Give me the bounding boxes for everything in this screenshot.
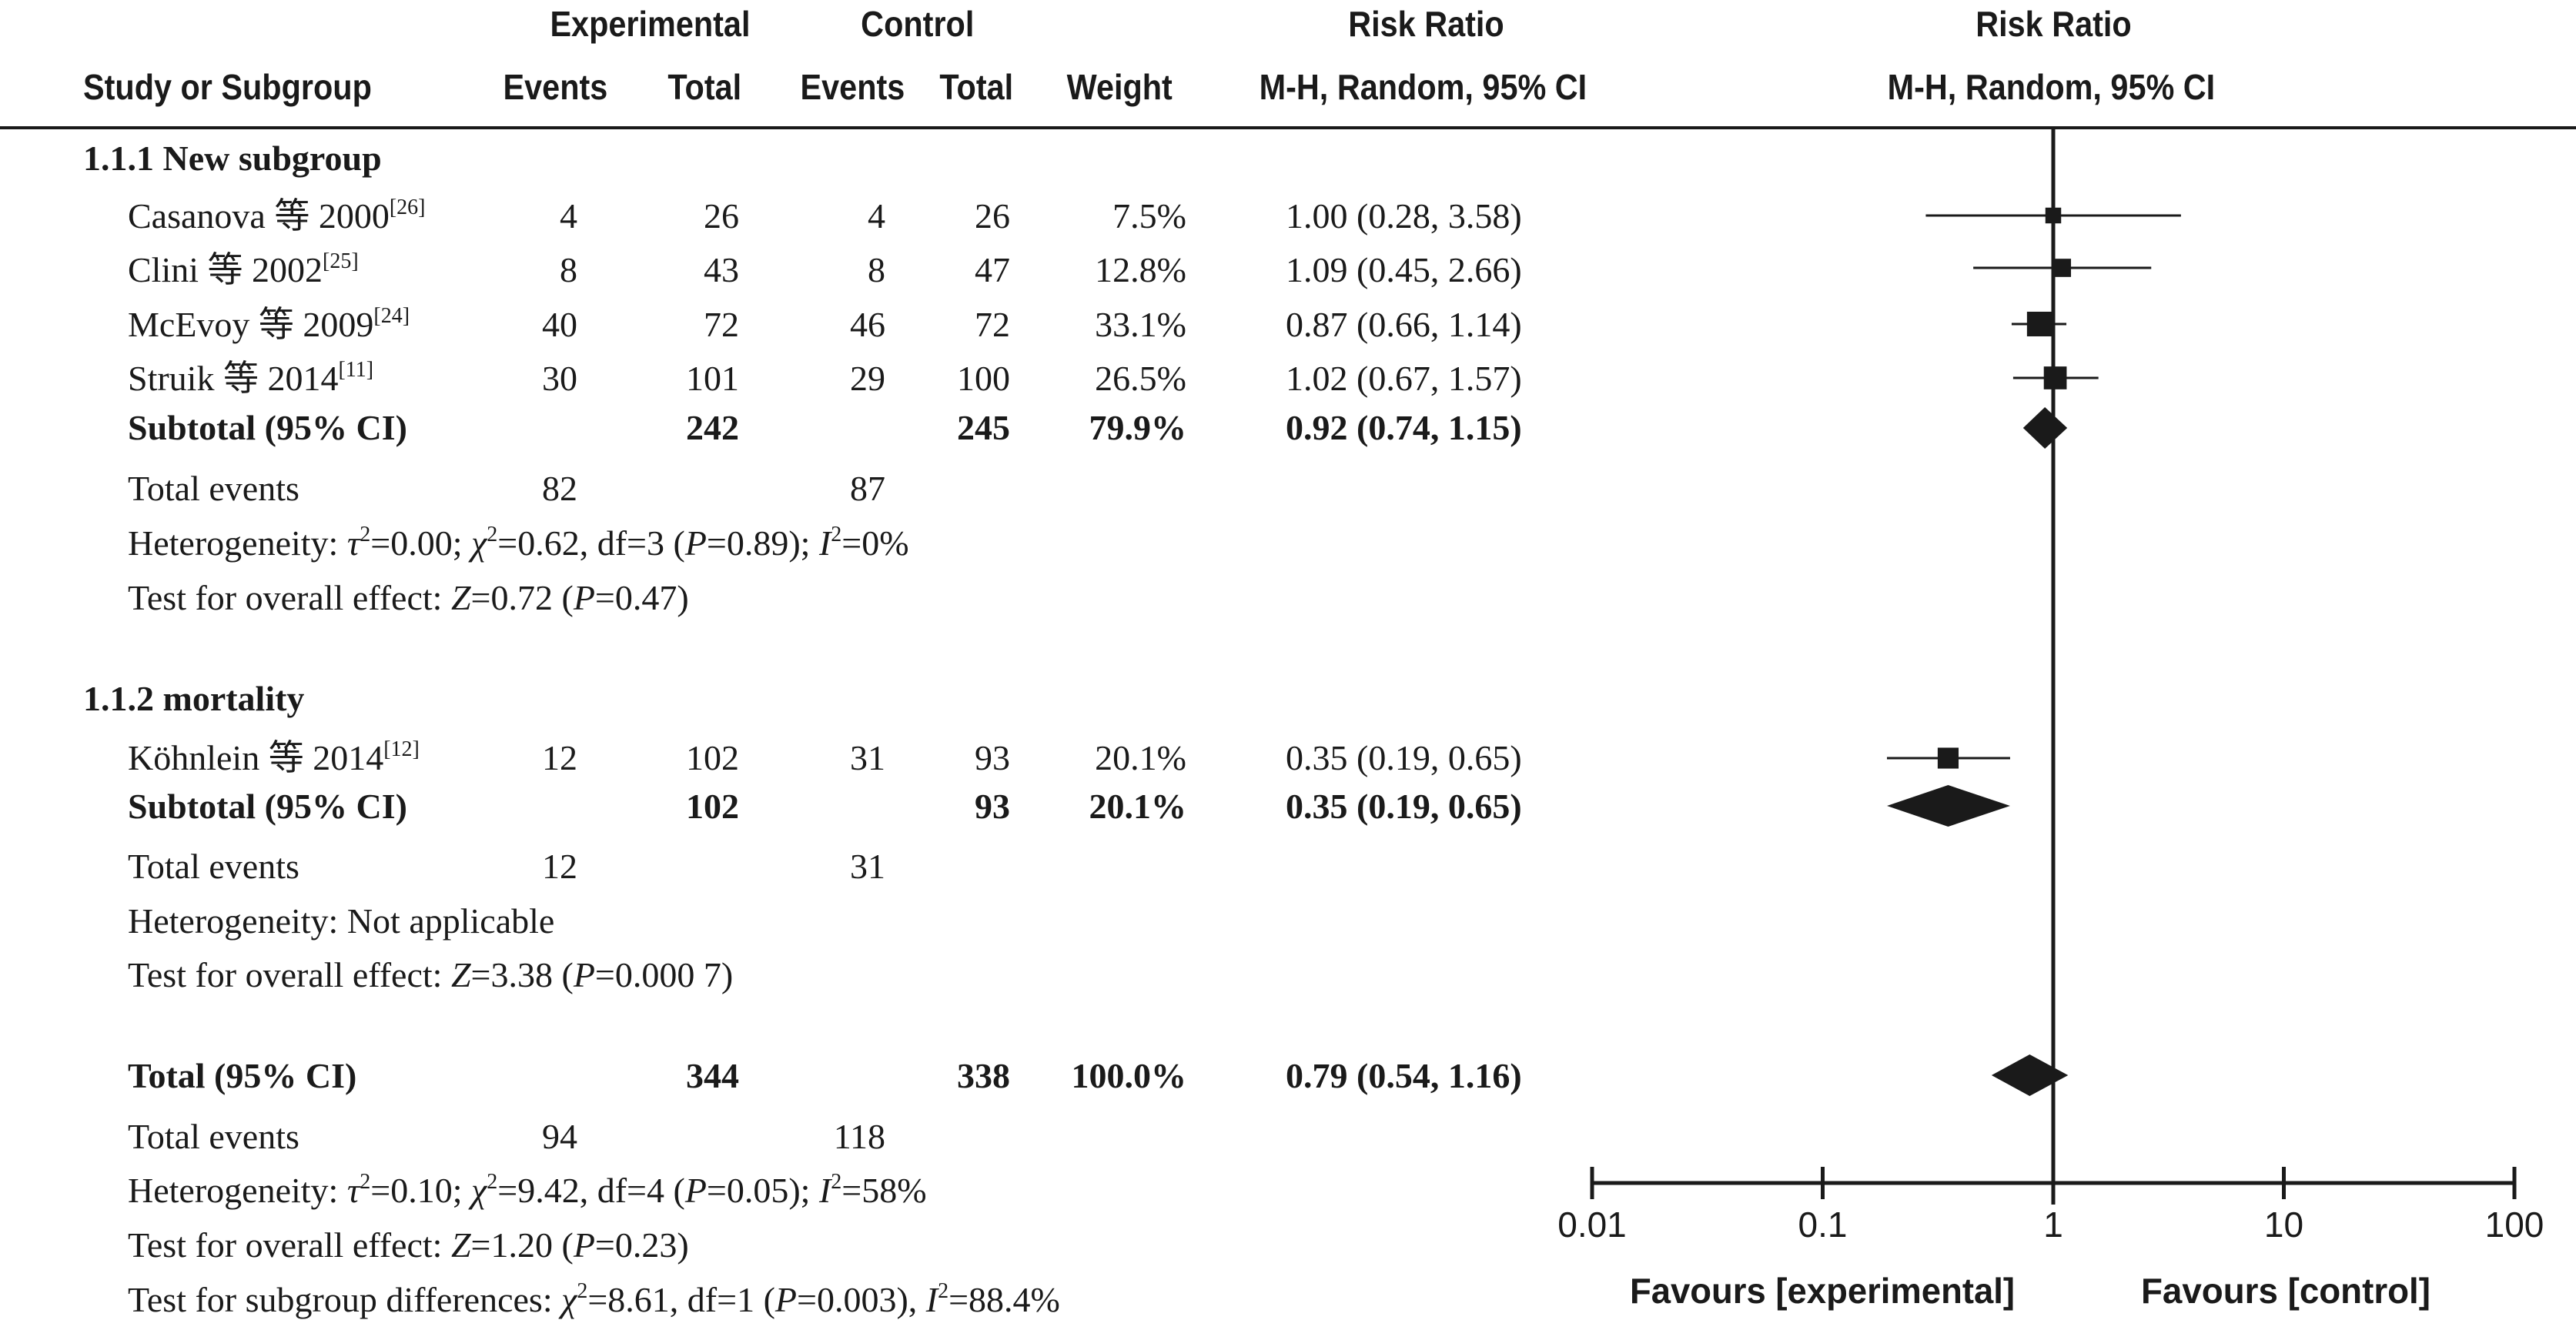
exp-events: 12 xyxy=(542,738,577,777)
total-events-label: Total events xyxy=(128,469,299,508)
header-exp-total: Total xyxy=(667,67,742,107)
total-events-exp: 12 xyxy=(542,847,577,886)
ctl-total: 100 xyxy=(957,359,1010,398)
study-marker xyxy=(2045,207,2062,224)
x-tick-label: 1 xyxy=(2043,1205,2063,1245)
study-marker xyxy=(2026,312,2052,336)
header-ctl-events: Events xyxy=(800,67,905,107)
overall-effect-text: Test for overall effect: Z=0.72 (P=0.47) xyxy=(128,578,689,617)
ctl-total: 47 xyxy=(975,250,1010,289)
total-events-exp: 94 xyxy=(542,1117,577,1156)
ctl-events: 31 xyxy=(850,738,885,777)
study-name: McEvoy 等 2009[24] xyxy=(128,304,410,344)
ci-value: 0.87 (0.66, 1.14) xyxy=(1286,305,1522,344)
subtotal-label: Subtotal (95% CI) xyxy=(128,408,407,447)
favours-experimental-label: Favours [experimental] xyxy=(1630,1271,2015,1311)
subgroup-title: 1.1.2 mortality xyxy=(83,679,305,718)
overall-effect-text: Test for overall effect: Z=1.20 (P=0.23) xyxy=(128,1225,689,1265)
total-events-ctl: 87 xyxy=(850,469,885,508)
ctl-events: 29 xyxy=(850,359,885,398)
ci-value: 0.35 (0.19, 0.65) xyxy=(1286,738,1522,777)
subtotal-weight: 79.9% xyxy=(1089,408,1187,447)
subgroup-title: 1.1.1 New subgroup xyxy=(83,139,382,178)
x-tick-label: 100 xyxy=(2485,1205,2544,1245)
exp-total: 102 xyxy=(686,738,739,777)
plot-header-risk-ratio: Risk Ratio xyxy=(1975,4,2132,44)
exp-events: 4 xyxy=(560,196,577,236)
subgroup-differences-text: Test for subgroup differences: χ2=8.61, … xyxy=(128,1279,1060,1319)
total-exp-total: 344 xyxy=(686,1056,739,1095)
ctl-events: 46 xyxy=(850,305,885,344)
summary-diamond xyxy=(1886,785,2010,827)
ctl-total: 93 xyxy=(975,738,1010,777)
subtotal-exp-total: 242 xyxy=(686,408,739,447)
total-events-exp: 82 xyxy=(542,469,577,508)
study-marker xyxy=(2043,366,2067,389)
ci-value: 1.09 (0.45, 2.66) xyxy=(1286,250,1522,289)
subtotal-ci: 0.35 (0.19, 0.65) xyxy=(1286,787,1522,826)
total-events-label: Total events xyxy=(128,847,299,886)
weight: 26.5% xyxy=(1095,359,1186,398)
header-method: M-H, Random, 95% CI xyxy=(1259,67,1587,107)
subtotal-label: Subtotal (95% CI) xyxy=(128,787,407,826)
total-events-label: Total events xyxy=(128,1117,299,1156)
summary-diamond xyxy=(2022,407,2068,449)
subtotal-exp-total: 102 xyxy=(686,787,739,826)
ctl-events: 4 xyxy=(868,196,885,236)
exp-events: 8 xyxy=(560,250,577,289)
subtotal-ctl-total: 93 xyxy=(975,787,1010,826)
subtotal-weight: 20.1% xyxy=(1089,787,1187,826)
study-marker xyxy=(2052,259,2072,277)
header-study: Study or Subgroup xyxy=(83,67,372,107)
summary-diamond xyxy=(1991,1054,2069,1096)
subtotal-ctl-total: 245 xyxy=(957,408,1010,447)
exp-events: 40 xyxy=(542,305,577,344)
header-risk-ratio: Risk Ratio xyxy=(1348,4,1504,44)
weight: 12.8% xyxy=(1095,250,1186,289)
favours-control-label: Favours [control] xyxy=(2141,1271,2430,1311)
exp-total: 26 xyxy=(704,196,739,236)
total-label: Total (95% CI) xyxy=(128,1056,357,1095)
subtotal-ci: 0.92 (0.74, 1.15) xyxy=(1286,408,1522,447)
study-name: Casanova 等 2000[26] xyxy=(128,195,426,236)
header-experimental: Experimental xyxy=(550,4,751,44)
exp-events: 30 xyxy=(542,359,577,398)
heterogeneity-text: Heterogeneity: τ2=0.10; χ2=9.42, df=4 (P… xyxy=(128,1170,927,1210)
header-control: Control xyxy=(861,4,975,44)
x-tick-label: 0.01 xyxy=(1557,1205,1627,1245)
weight: 7.5% xyxy=(1112,196,1186,236)
ctl-total: 26 xyxy=(975,196,1010,236)
total-events-ctl: 31 xyxy=(850,847,885,886)
total-ci: 0.79 (0.54, 1.16) xyxy=(1286,1056,1522,1095)
study-name: Struik 等 2014[11] xyxy=(128,358,374,398)
study-name: Clini 等 2002[25] xyxy=(128,249,359,289)
exp-total: 101 xyxy=(686,359,739,398)
header-weight: Weight xyxy=(1066,67,1173,107)
ci-value: 1.02 (0.67, 1.57) xyxy=(1286,359,1522,398)
x-tick-label: 0.1 xyxy=(1798,1205,1848,1245)
header-ctl-total: Total xyxy=(939,67,1014,107)
x-tick-label: 10 xyxy=(2264,1205,2303,1245)
ctl-total: 72 xyxy=(975,305,1010,344)
weight: 33.1% xyxy=(1095,305,1186,344)
heterogeneity-text: Heterogeneity: τ2=0.00; χ2=0.62, df=3 (P… xyxy=(128,523,909,563)
total-weight: 100.0% xyxy=(1071,1056,1187,1095)
study-name: Köhnlein 等 2014[12] xyxy=(128,737,420,777)
overall-effect-text: Test for overall effect: Z=3.38 (P=0.000… xyxy=(128,955,734,994)
exp-total: 72 xyxy=(704,305,739,344)
total-events-ctl: 118 xyxy=(833,1117,885,1156)
ctl-events: 8 xyxy=(868,250,885,289)
header-rule xyxy=(0,126,2576,129)
total-ctl-total: 338 xyxy=(957,1056,1010,1095)
header-exp-events: Events xyxy=(503,67,608,107)
exp-total: 43 xyxy=(704,250,739,289)
plot-header-method: M-H, Random, 95% CI xyxy=(1887,67,2216,107)
ci-value: 1.00 (0.28, 3.58) xyxy=(1286,196,1522,236)
heterogeneity-text: Heterogeneity: Not applicable xyxy=(128,901,555,941)
weight: 20.1% xyxy=(1095,738,1186,777)
study-marker xyxy=(1937,747,1959,769)
